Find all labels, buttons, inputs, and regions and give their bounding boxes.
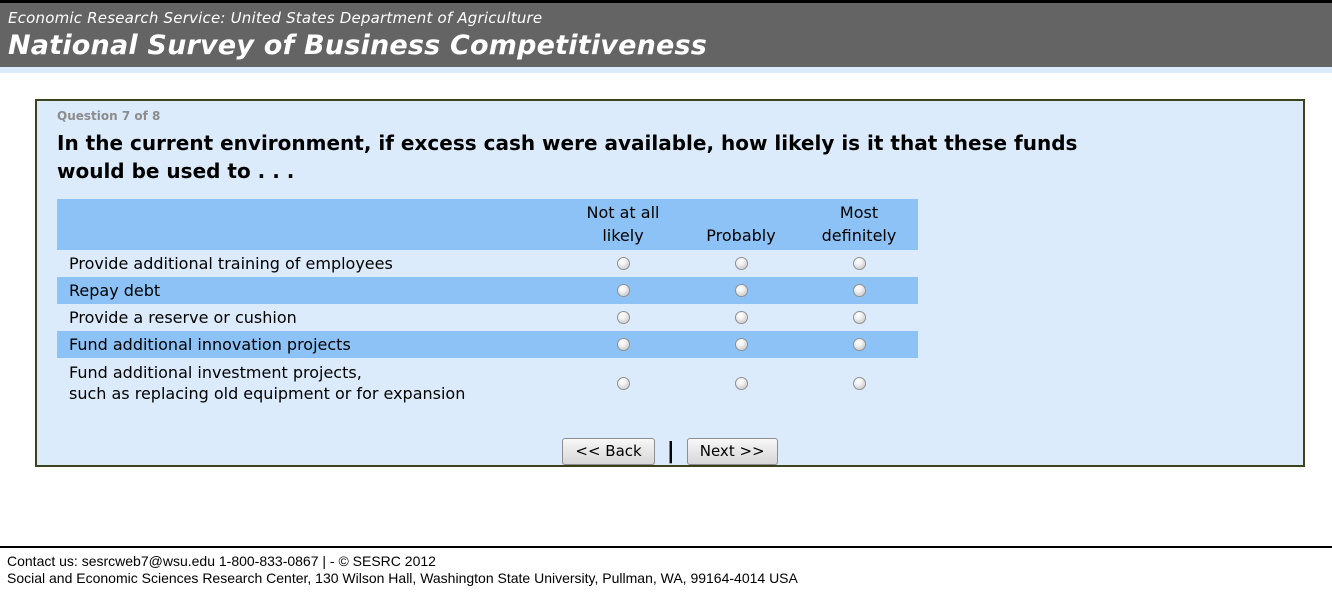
table-header-row: Not at all likely Probably Most definite…	[57, 199, 918, 250]
agency-line: Economic Research Service: United States…	[8, 9, 543, 27]
radio-repay-debt-not-at-all[interactable]	[616, 284, 630, 297]
radio-reserve-probably[interactable]	[734, 311, 748, 324]
radio-investment-probably[interactable]	[734, 376, 748, 390]
nav-button-row: << Back | Next >>	[57, 438, 1283, 465]
response-table: Not at all likely Probably Most definite…	[57, 199, 918, 408]
question-text: In the current environment, if excess ca…	[57, 131, 1078, 183]
header-spacer	[57, 199, 564, 250]
row-label: Provide a reserve or cushion	[69, 308, 297, 327]
radio-reserve-definitely[interactable]	[852, 311, 866, 324]
radio-reserve-not-at-all[interactable]	[616, 311, 630, 324]
table-row-innovation: Fund additional innovation projects	[57, 331, 918, 358]
row-label: Fund additional innovation projects	[69, 335, 351, 354]
table-row-reserve: Provide a reserve or cushion	[57, 304, 918, 331]
row-label: Fund additional investment projects, suc…	[69, 363, 466, 403]
question-progress: Question 7 of 8	[57, 109, 161, 123]
radio-investment-not-at-all[interactable]	[616, 376, 630, 390]
radio-innovation-not-at-all[interactable]	[616, 338, 630, 351]
radio-innovation-definitely[interactable]	[852, 338, 866, 351]
footer-address-line: Social and Economic Sciences Research Ce…	[7, 570, 798, 586]
button-separator: |	[666, 438, 675, 464]
column-header-not-at-all-likely: Not at all likely	[586, 203, 660, 245]
row-label: Provide additional training of employees	[69, 254, 393, 273]
radio-training-definitely[interactable]	[852, 257, 866, 270]
radio-repay-debt-definitely[interactable]	[852, 284, 866, 297]
page-footer: Contact us: sesrcweb7@wsu.edu 1-800-833-…	[0, 546, 1332, 587]
column-header-most-definitely: Most definitely	[821, 203, 897, 245]
radio-training-probably[interactable]	[734, 257, 748, 270]
row-label: Repay debt	[69, 281, 161, 300]
footer-contact-line: Contact us: sesrcweb7@wsu.edu 1-800-833-…	[7, 553, 436, 569]
table-row-investment: Fund additional investment projects, suc…	[57, 358, 918, 408]
site-title: National Survey of Business Competitiven…	[8, 30, 708, 61]
top-black-bar	[0, 0, 1332, 3]
masthead: Economic Research Service: United States…	[0, 3, 1332, 67]
back-button[interactable]: << Back	[562, 438, 655, 465]
radio-innovation-probably[interactable]	[734, 338, 748, 351]
table-row-repay-debt: Repay debt	[57, 277, 918, 304]
radio-training-not-at-all[interactable]	[616, 257, 630, 270]
table-row-training: Provide additional training of employees	[57, 250, 918, 277]
masthead-accent-strip	[0, 67, 1332, 73]
next-button[interactable]: Next >>	[686, 438, 778, 465]
survey-panel: Question 7 of 8 In the current environme…	[35, 99, 1305, 467]
radio-investment-definitely[interactable]	[852, 376, 866, 390]
column-header-probably: Probably	[706, 226, 776, 245]
radio-repay-debt-probably[interactable]	[734, 284, 748, 297]
